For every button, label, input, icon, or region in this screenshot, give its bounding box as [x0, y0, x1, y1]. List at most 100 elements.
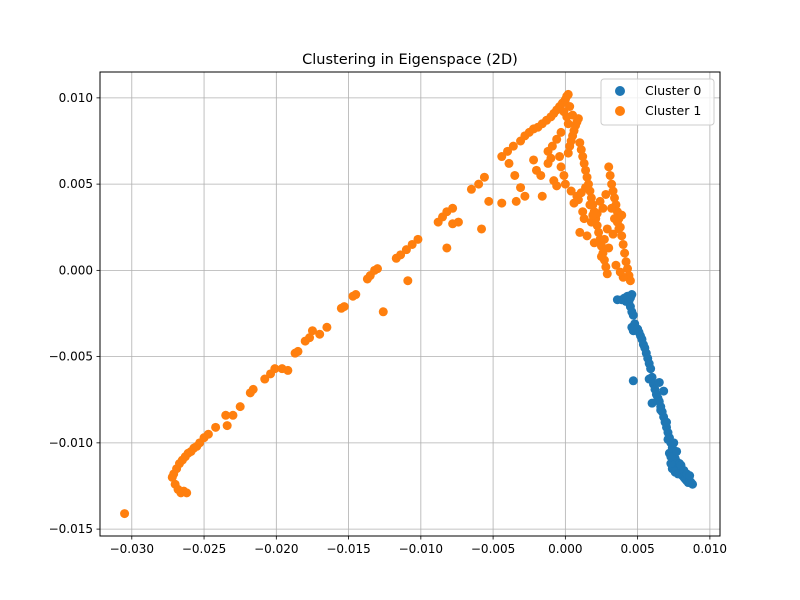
data-point-cluster-1	[601, 189, 611, 199]
data-point-cluster-1	[453, 217, 463, 227]
data-point-cluster-0	[688, 479, 698, 489]
legend-label-cluster-0: Cluster 0	[645, 83, 701, 98]
data-point-cluster-1	[582, 231, 592, 241]
data-point-cluster-1	[608, 229, 618, 239]
y-tick-label: −0.005	[49, 350, 93, 364]
data-point-cluster-1	[477, 224, 487, 234]
legend-box	[600, 78, 715, 126]
data-point-cluster-1	[546, 153, 556, 163]
data-point-cluster-1	[378, 307, 388, 317]
data-point-cluster-0	[628, 310, 638, 320]
data-point-cluster-1	[601, 262, 611, 272]
data-points	[120, 89, 698, 519]
data-point-cluster-0	[656, 405, 666, 415]
data-point-cluster-0	[654, 377, 664, 387]
data-point-cluster-1	[594, 227, 604, 237]
data-point-cluster-1	[615, 267, 625, 277]
legend-label-cluster-1: Cluster 1	[645, 103, 701, 118]
data-point-cluster-1	[339, 302, 349, 312]
data-point-cluster-1	[575, 227, 585, 237]
data-point-cluster-1	[579, 214, 589, 224]
data-point-cluster-1	[604, 162, 614, 172]
data-point-cluster-0	[628, 376, 638, 386]
x-tick-label: 0.010	[693, 542, 727, 556]
data-point-cluster-0	[672, 446, 682, 456]
data-point-cluster-1	[586, 193, 596, 203]
data-point-cluster-0	[647, 372, 657, 382]
data-point-cluster-1	[529, 155, 539, 165]
data-point-cluster-1	[211, 422, 221, 432]
data-point-cluster-1	[293, 346, 303, 356]
data-point-cluster-0	[685, 471, 695, 481]
data-point-cluster-1	[563, 148, 573, 158]
data-point-cluster-1	[620, 248, 630, 258]
data-point-cluster-1	[372, 264, 382, 274]
plot-frame	[99, 71, 721, 537]
x-tick-label: −0.015	[326, 542, 370, 556]
data-point-cluster-1	[596, 241, 606, 251]
data-point-cluster-1	[479, 172, 489, 182]
data-point-cluster-1	[305, 333, 315, 343]
data-point-cluster-1	[623, 264, 633, 274]
data-point-cluster-1	[466, 184, 476, 194]
data-point-cluster-1	[182, 488, 192, 498]
data-point-cluster-1	[221, 410, 231, 420]
data-point-cluster-1	[563, 119, 573, 129]
data-point-cluster-1	[511, 196, 521, 206]
data-point-cluster-1	[484, 196, 494, 206]
data-point-cluster-1	[315, 329, 325, 339]
data-point-cluster-1	[555, 152, 565, 162]
data-point-cluster-1	[396, 250, 406, 260]
data-point-cluster-1	[351, 290, 361, 300]
chart-title: Clustering in Eigenspace (2D)	[302, 52, 518, 68]
data-point-cluster-1	[552, 181, 562, 191]
data-point-cluster-0	[647, 398, 657, 408]
data-point-cluster-1	[283, 365, 293, 375]
series-cluster-1	[120, 89, 635, 519]
data-point-cluster-1	[595, 196, 605, 206]
data-point-cluster-1	[556, 127, 566, 137]
data-point-cluster-1	[598, 203, 608, 213]
data-point-cluster-1	[588, 210, 598, 220]
data-point-cluster-1	[599, 234, 609, 244]
data-point-cluster-1	[582, 172, 592, 182]
y-tick-label: 0.005	[59, 177, 93, 191]
data-point-cluster-1	[607, 203, 617, 213]
grid	[100, 72, 720, 536]
data-point-cluster-1	[203, 429, 213, 439]
data-point-cluster-1	[537, 191, 547, 201]
data-point-cluster-1	[503, 146, 513, 156]
data-point-cluster-1	[565, 102, 575, 111]
x-tick-label: −0.025	[182, 542, 226, 556]
data-point-cluster-1	[621, 257, 631, 267]
data-point-cluster-1	[120, 509, 130, 519]
data-point-cluster-1	[604, 243, 614, 253]
data-point-cluster-0	[669, 438, 679, 448]
x-tick-label: −0.010	[399, 542, 443, 556]
x-tick-label: −0.030	[110, 542, 154, 556]
data-point-cluster-1	[563, 89, 573, 99]
data-point-cluster-1	[578, 152, 588, 162]
data-point-cluster-1	[448, 203, 458, 213]
data-point-cluster-0	[659, 386, 669, 396]
data-point-cluster-1	[617, 231, 627, 241]
data-point-cluster-0	[627, 290, 637, 300]
data-point-cluster-1	[581, 165, 591, 175]
data-point-cluster-1	[585, 200, 595, 210]
x-tick-label: 0.000	[548, 542, 582, 556]
data-point-cluster-1	[614, 224, 624, 234]
data-point-cluster-1	[556, 162, 566, 172]
data-point-cluster-1	[578, 207, 588, 217]
data-point-cluster-1	[510, 170, 520, 180]
x-tick-label: 0.005	[620, 542, 654, 556]
data-point-cluster-1	[576, 145, 586, 155]
data-point-cluster-1	[589, 238, 599, 248]
y-tick-label: −0.010	[49, 436, 93, 450]
data-point-cluster-1	[270, 364, 280, 374]
series-cluster-0	[612, 290, 698, 489]
data-point-cluster-1	[508, 141, 518, 151]
legend-marker-cluster-0	[615, 86, 625, 96]
data-point-cluster-0	[666, 452, 676, 462]
data-point-cluster-1	[602, 269, 612, 279]
data-point-cluster-1	[608, 186, 618, 196]
